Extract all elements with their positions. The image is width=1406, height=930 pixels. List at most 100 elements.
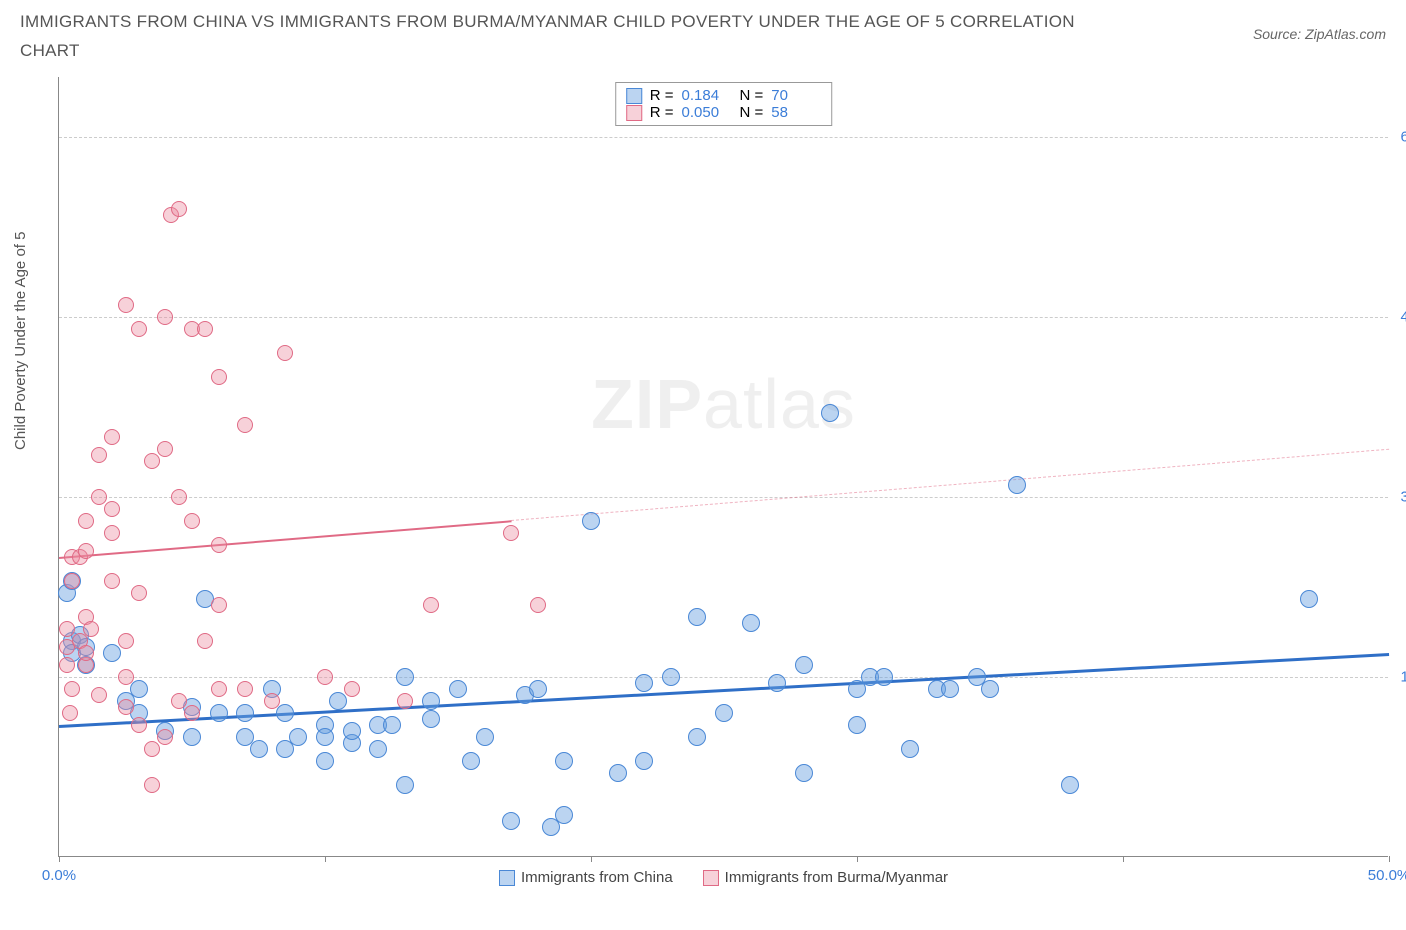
y-tick-label: 45.0% [1400,309,1406,326]
data-point [369,740,387,758]
data-point [317,669,333,685]
data-point [396,668,414,686]
data-point [131,717,147,733]
data-point [171,489,187,505]
data-point [582,512,600,530]
data-point [555,752,573,770]
data-point [1300,590,1318,608]
data-point [344,681,360,697]
data-point [848,716,866,734]
data-point [422,692,440,710]
y-tick-label: 30.0% [1400,489,1406,506]
data-point [502,812,520,830]
data-point [131,585,147,601]
data-point [144,777,160,793]
data-point [383,716,401,734]
data-point [396,776,414,794]
swatch-burma-icon [703,870,719,886]
legend-item-burma: Immigrants from Burma/Myanmar [703,869,948,886]
data-point [289,728,307,746]
data-point [104,573,120,589]
data-point [144,453,160,469]
data-point [329,692,347,710]
data-point [277,345,293,361]
data-point [118,633,134,649]
n-value: 58 [771,104,821,121]
data-point [529,680,547,698]
data-point [795,656,813,674]
r-label: R = [650,87,674,104]
data-point [237,417,253,433]
data-point [316,752,334,770]
data-point [742,614,760,632]
gridline [59,497,1388,498]
legend-item-china: Immigrants from China [499,869,673,886]
data-point [503,525,519,541]
data-point [103,644,121,662]
scatter-chart: ZIPatlas R = 0.184 N = 70 R = 0.050 N = … [58,77,1388,857]
data-point [449,680,467,698]
n-label: N = [740,87,764,104]
x-tick [1389,856,1390,862]
data-point [715,704,733,722]
data-point [343,722,361,740]
data-point [78,645,94,661]
data-point [118,297,134,313]
data-point [184,513,200,529]
data-point [184,705,200,721]
y-tick-label: 60.0% [1400,129,1406,146]
watermark: ZIPatlas [591,364,856,444]
data-point [237,681,253,697]
data-point [981,680,999,698]
chart-title: IMMIGRANTS FROM CHINA VS IMMIGRANTS FROM… [20,8,1120,66]
data-point [104,429,120,445]
data-point [264,693,280,709]
source-attribution: Source: ZipAtlas.com [1253,26,1386,42]
data-point [210,704,228,722]
data-point [78,513,94,529]
data-point [183,728,201,746]
trend-line [59,520,511,559]
data-point [1061,776,1079,794]
data-point [635,674,653,692]
data-point [59,621,75,637]
data-point [236,704,254,722]
x-tick [59,856,60,862]
gridline [59,677,1388,678]
swatch-burma [626,105,642,121]
data-point [662,668,680,686]
data-point [276,704,294,722]
data-point [131,321,147,337]
data-point [64,681,80,697]
data-point [91,489,107,505]
data-point [635,752,653,770]
data-point [688,608,706,626]
data-point [609,764,627,782]
data-point [941,680,959,698]
data-point [157,441,173,457]
data-point [1008,476,1026,494]
data-point [91,447,107,463]
x-tick-label: 0.0% [42,867,76,884]
data-point [83,621,99,637]
legend-label: Immigrants from Burma/Myanmar [725,869,948,886]
data-point [423,597,439,613]
data-point [250,740,268,758]
data-point [901,740,919,758]
r-label: R = [650,104,674,121]
trend-line-dashed [511,449,1389,521]
data-point [118,669,134,685]
series-legend: Immigrants from China Immigrants from Bu… [59,869,1388,886]
data-point [768,674,786,692]
data-point [157,309,173,325]
x-tick-label: 50.0% [1368,867,1406,884]
y-axis-label: Child Poverty Under the Age of 5 [12,232,29,450]
data-point [476,728,494,746]
swatch-china [626,88,642,104]
data-point [78,543,94,559]
data-point [62,705,78,721]
data-point [795,764,813,782]
data-point [59,657,75,673]
data-point [555,806,573,824]
data-point [211,681,227,697]
